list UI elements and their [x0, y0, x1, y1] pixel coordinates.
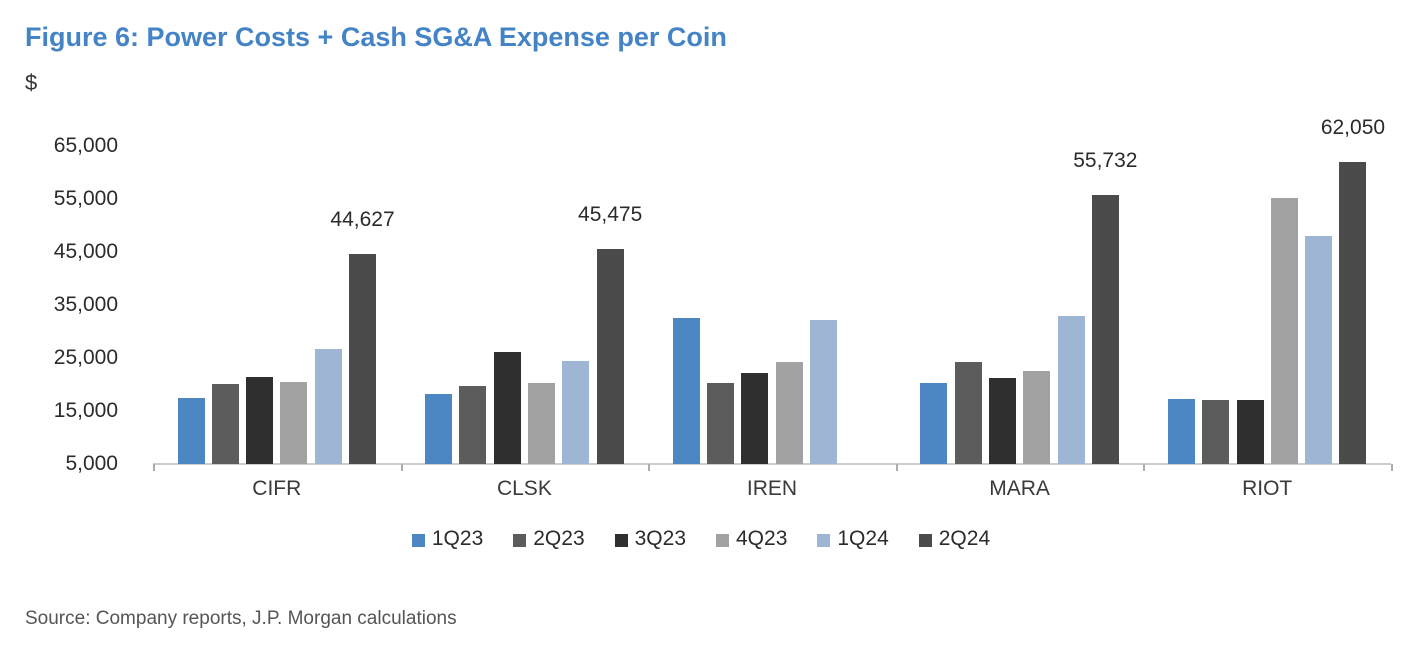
x-axis-tick [401, 464, 403, 471]
legend-swatch-icon [614, 533, 628, 547]
legend-label: 2Q23 [533, 527, 585, 550]
x-axis-tick [896, 464, 898, 471]
category-label-riot: RIOT [1242, 477, 1293, 500]
legend-swatch-icon [918, 533, 932, 547]
bar-MARA-2Q23 [954, 361, 982, 464]
category-label-clsk: CLSK [496, 477, 552, 500]
legend-item-2q23: 2Q23 [513, 527, 585, 551]
y-axis-unit-label: $ [25, 70, 38, 95]
bar-CLSK-3Q23 [493, 351, 521, 464]
category-label-iren: IREN [746, 477, 798, 500]
x-axis-line [153, 463, 1391, 465]
legend-item-1q23: 1Q23 [411, 527, 484, 551]
bar-CIFR-4Q23 [280, 381, 308, 464]
legend-label: 2Q24 [938, 527, 991, 550]
x-axis-tick [1143, 464, 1145, 471]
bar-IREN-4Q23 [775, 361, 803, 464]
bar-IREN-1Q24 [809, 319, 837, 464]
bar-IREN-3Q23 [741, 373, 769, 464]
bar-RIOT-1Q23 [1167, 399, 1195, 464]
data-label-riot: 62,050 [1320, 115, 1386, 139]
x-axis-tick [648, 464, 650, 471]
legend-label: 1Q24 [837, 527, 889, 550]
bar-RIOT-4Q23 [1270, 197, 1298, 464]
bar-CLSK-2Q24 [596, 249, 624, 464]
y-tick-label: 45,000 [53, 240, 118, 263]
bar-RIOT-3Q23 [1236, 399, 1264, 464]
bar-MARA-4Q23 [1023, 371, 1051, 464]
bar-CLSK-1Q23 [425, 394, 453, 464]
legend-swatch-icon [817, 533, 831, 547]
bar-CIFR-1Q24 [314, 348, 342, 464]
bar-RIOT-2Q23 [1202, 399, 1230, 464]
legend-label: 1Q23 [431, 527, 484, 550]
legend-swatch-icon [411, 533, 425, 547]
y-tick-label: 15,000 [53, 399, 118, 422]
data-label-cifr: 44,627 [330, 207, 395, 231]
bar-CIFR-2Q23 [211, 383, 239, 464]
legend-swatch-icon [513, 533, 527, 547]
bar-CLSK-4Q23 [528, 382, 556, 464]
bar-MARA-1Q24 [1057, 315, 1085, 464]
bar-MARA-1Q23 [920, 382, 948, 464]
legend-label: 3Q23 [634, 527, 686, 550]
data-label-clsk: 45,475 [578, 203, 643, 227]
legend-item-2q24: 2Q24 [918, 527, 991, 551]
bar-CLSK-1Q24 [562, 360, 590, 464]
bar-IREN-2Q23 [707, 382, 735, 464]
source-note: Source: Company reports, J.P. Morgan cal… [25, 608, 457, 629]
bar-IREN-1Q23 [672, 318, 700, 464]
bar-MARA-2Q24 [1091, 195, 1119, 464]
figure-title: Figure 6: Power Costs + Cash SG&A Expens… [25, 22, 727, 52]
bar-CLSK-2Q23 [459, 386, 487, 464]
bar-CIFR-2Q24 [349, 253, 377, 464]
bar-MARA-3Q23 [988, 377, 1016, 464]
x-axis-tick [153, 464, 155, 471]
legend-item-4q23: 4Q23 [716, 527, 787, 551]
legend-item-1q24: 1Q24 [817, 527, 889, 551]
bar-RIOT-2Q24 [1339, 161, 1367, 464]
category-label-cifr: CIFR [252, 477, 302, 500]
legend-item-3q23: 3Q23 [614, 527, 686, 551]
y-tick-label: 35,000 [53, 293, 118, 316]
bar-CIFR-1Q23 [177, 397, 205, 464]
x-axis-tick [1391, 464, 1393, 471]
legend-swatch-icon [716, 533, 729, 547]
legend-label: 4Q23 [736, 527, 788, 550]
category-label-mara: MARA [989, 477, 1050, 500]
y-tick-label: 25,000 [53, 346, 118, 369]
bar-RIOT-1Q24 [1305, 236, 1333, 464]
chart-legend: 1Q23 2Q23 3Q23 4Q23 1Q24 2Q24 [0, 527, 1402, 551]
y-tick-label: 5,000 [65, 452, 118, 475]
bar-CIFR-3Q23 [246, 377, 274, 464]
y-tick-label: 65,000 [53, 134, 118, 157]
y-tick-label: 55,000 [53, 187, 118, 210]
data-label-mara: 55,732 [1073, 149, 1138, 173]
